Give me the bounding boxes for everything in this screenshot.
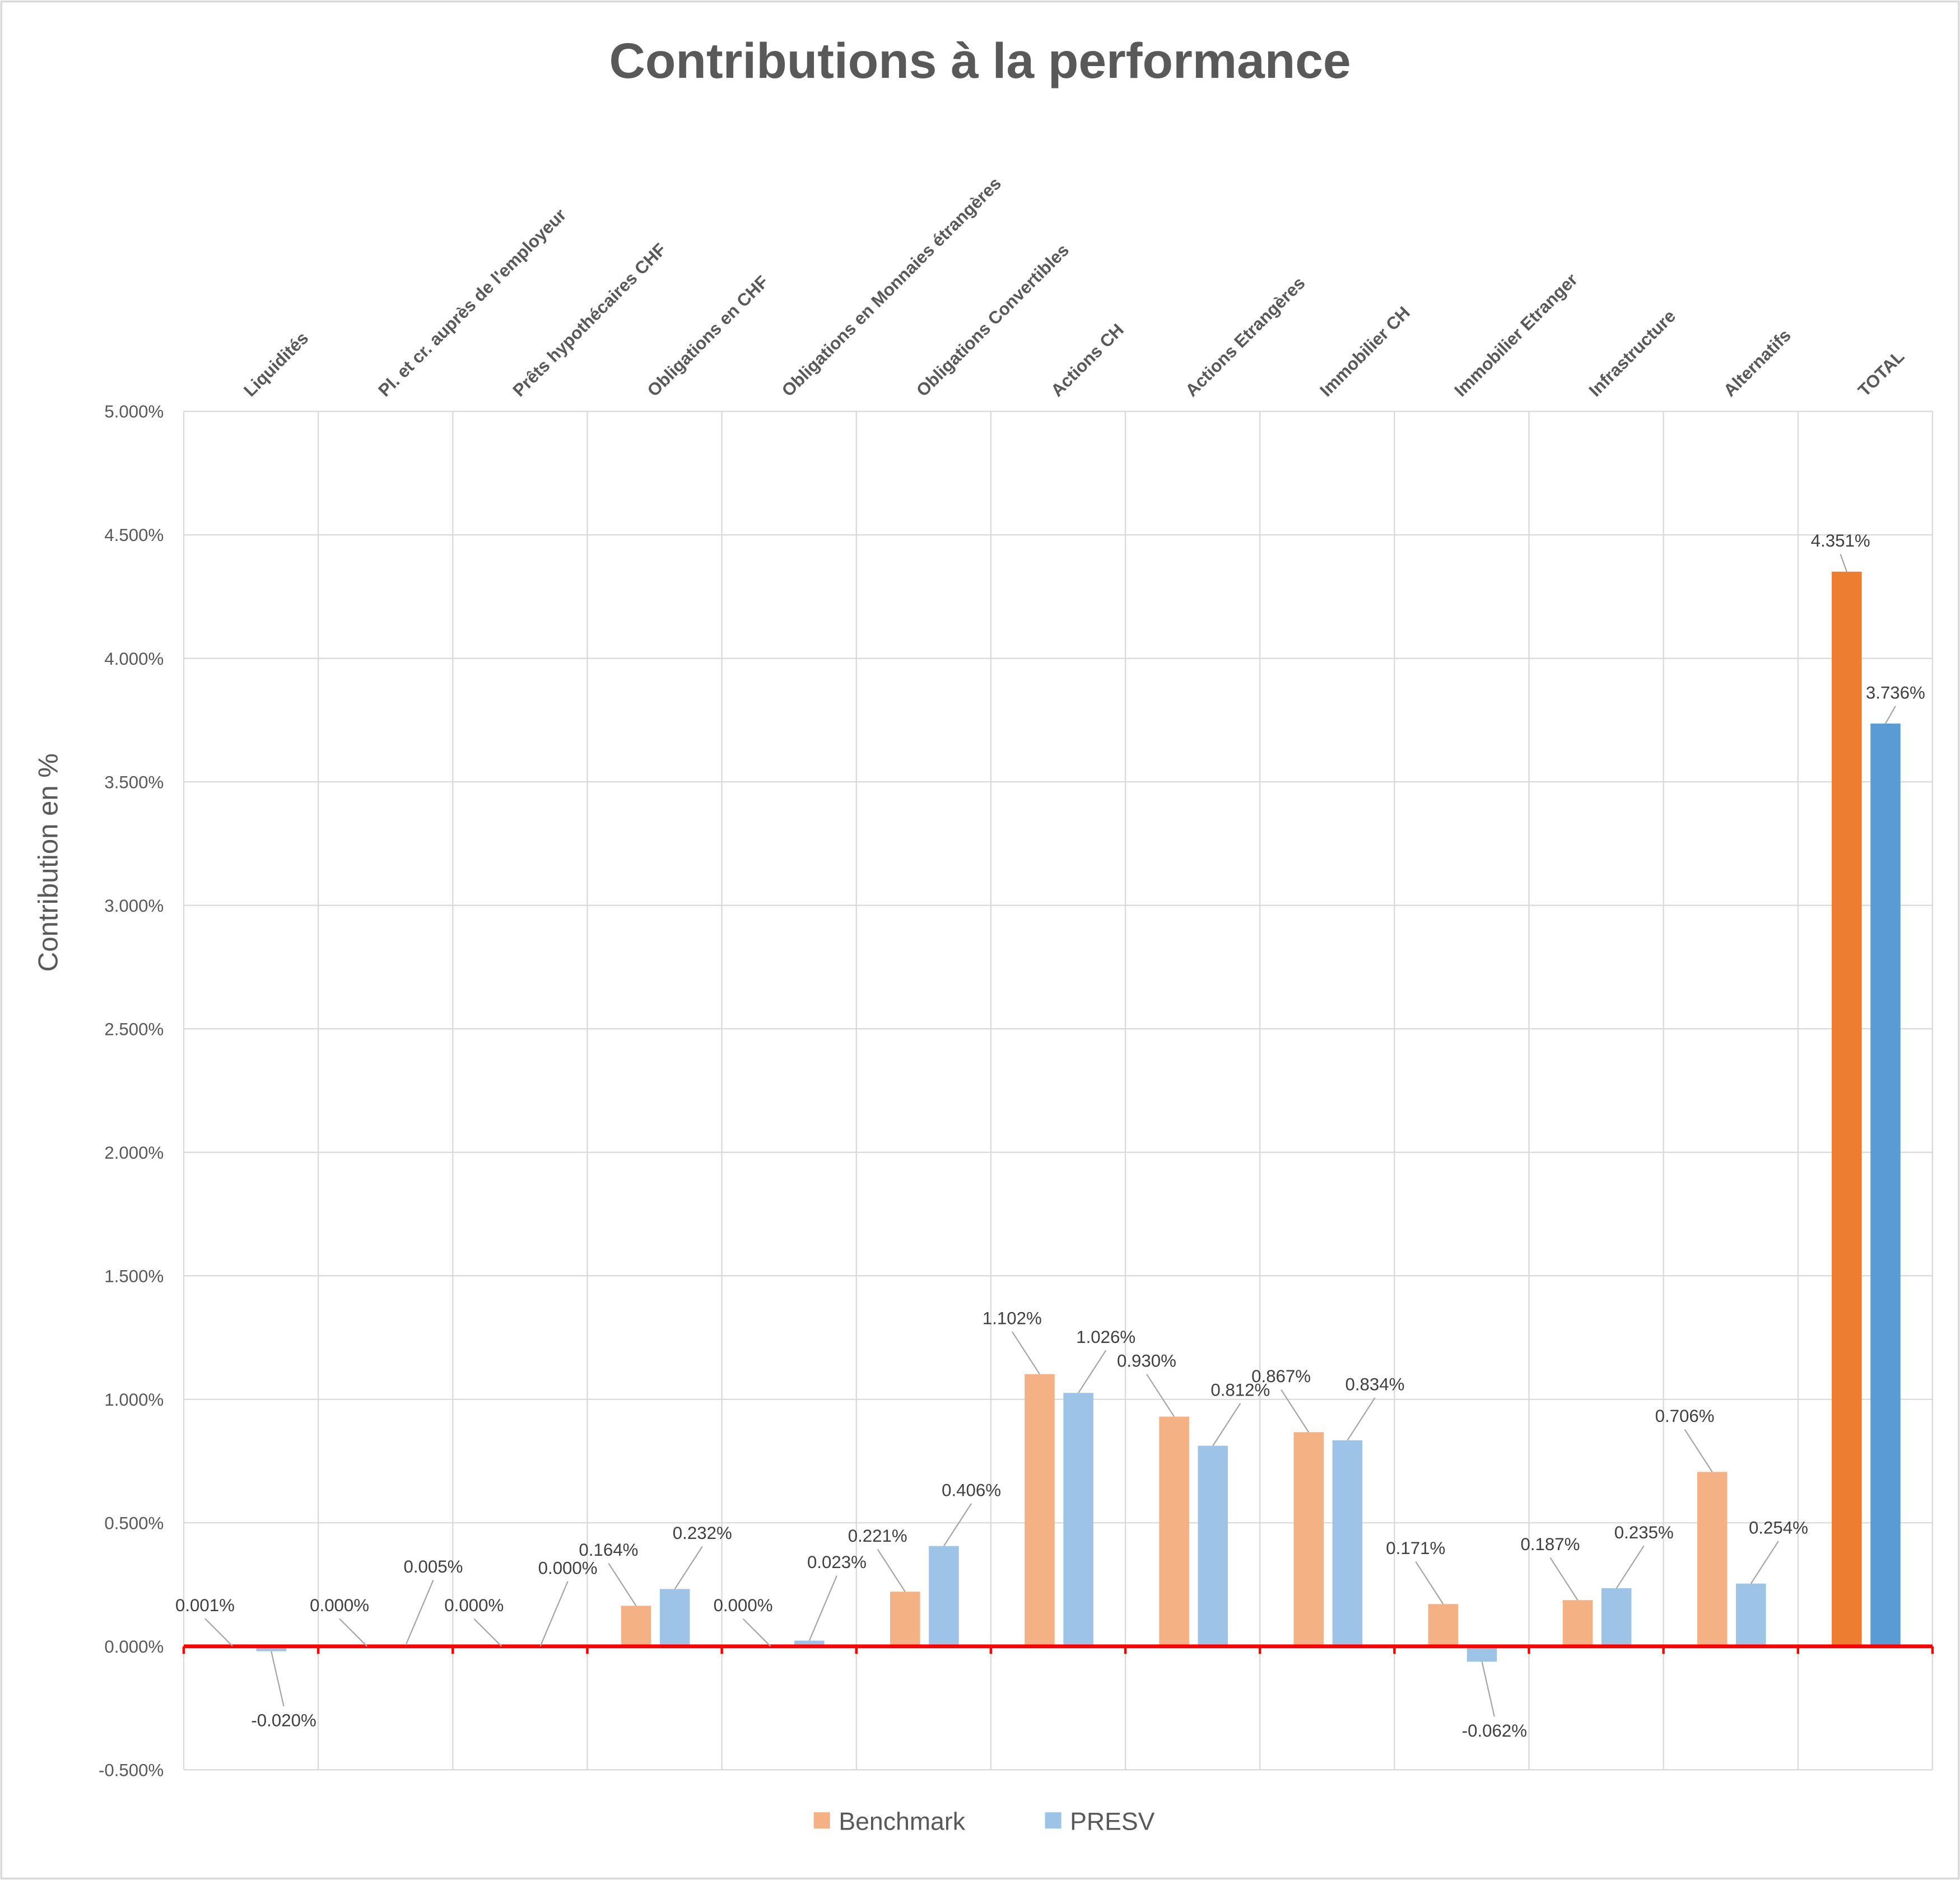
leader-line [877,1548,906,1592]
data-label: 0.164% [579,1540,638,1560]
leader-line [742,1618,771,1647]
bar-presv [1332,1440,1363,1646]
data-label: 3.736% [1866,683,1925,702]
data-label: 0.000% [538,1558,598,1578]
leader-line [1212,1403,1241,1447]
bar-presv [1063,1393,1093,1646]
y-tick-label: 5.000% [104,402,164,422]
bar-benchmark [1562,1600,1593,1646]
leader-line [1750,1541,1779,1584]
data-label: 0.867% [1251,1366,1311,1386]
data-label: 0.221% [848,1526,907,1546]
leader-line [943,1503,972,1547]
data-label: 0.000% [444,1596,504,1615]
y-tick-label: 0.000% [104,1637,164,1657]
bar-presv [1601,1588,1632,1646]
y-tick-label: 4.000% [104,649,164,669]
leader-line [271,1651,285,1706]
y-tick-label: 0.500% [104,1513,164,1533]
leader-line [1011,1331,1040,1375]
data-label: -0.020% [251,1710,316,1730]
data-label: 0.005% [404,1557,463,1576]
legend-label: Benchmark [839,1808,965,1835]
leader-line [1415,1561,1444,1604]
bar-benchmark [1293,1432,1324,1646]
legend: Benchmark PRESV [813,1808,1155,1835]
y-tick-label: 1.000% [104,1390,164,1410]
y-tick-label: 3.000% [104,896,164,916]
data-label: 0.930% [1117,1351,1176,1370]
y-tick-label: -0.500% [99,1760,164,1780]
y-tick-label: 3.500% [104,772,164,792]
bar-benchmark [1025,1374,1055,1646]
data-label: 0.254% [1749,1518,1808,1537]
data-label: 0.406% [942,1480,1001,1500]
y-tick-label: 4.500% [104,525,164,545]
leader-line [1146,1374,1175,1417]
legend-swatch-presv [1045,1812,1062,1829]
bar-presv [1198,1445,1228,1646]
bar-presv [1736,1583,1766,1646]
bar-benchmark [1697,1472,1728,1646]
data-label: 0.023% [807,1552,867,1572]
data-label: 4.351% [1811,531,1870,551]
data-label: 1.102% [983,1308,1042,1328]
leader-line [204,1618,233,1647]
leader-line [1884,706,1896,724]
bar-presv [794,1640,825,1646]
leader-line [608,1562,637,1606]
data-label: 1.026% [1076,1327,1135,1347]
bar-presv [929,1546,959,1646]
legend-swatch-benchmark [813,1812,830,1829]
data-label: 0.187% [1520,1534,1580,1554]
data-label: 0.000% [714,1596,773,1615]
y-axis-title: Contribution en % [34,753,64,972]
y-tick-label: 1.500% [104,1266,164,1286]
leader-line [1481,1661,1495,1717]
bar-benchmark [1832,571,1862,1646]
data-label: 0.001% [175,1596,235,1615]
data-label: -0.062% [1462,1721,1527,1741]
leader-line [473,1618,502,1647]
bar-presv [256,1646,287,1652]
legend-label: PRESV [1070,1808,1155,1835]
data-label: 0.000% [310,1596,369,1615]
data-label: 0.232% [673,1523,732,1543]
leader-line [1840,554,1847,572]
leader-line [1281,1389,1310,1433]
leader-line [1549,1557,1579,1601]
leader-line [1616,1545,1645,1589]
leader-line [1078,1350,1107,1393]
chart-title: Contributions à la performance [609,32,1351,88]
leader-line [808,1575,837,1641]
bar-presv [1466,1646,1497,1662]
bar-presv [659,1589,690,1646]
bar-benchmark [621,1606,651,1646]
data-label: 0.706% [1655,1406,1715,1426]
leader-line [405,1580,434,1645]
leader-line [1347,1397,1376,1441]
bar-benchmark [890,1592,920,1646]
bar-benchmark [1428,1604,1459,1646]
data-label: 0.171% [1386,1538,1445,1558]
leader-line [539,1581,569,1647]
y-tick-label: 2.000% [104,1143,164,1163]
leader-line [674,1546,703,1589]
leader-line [339,1618,367,1647]
data-label: 0.834% [1346,1375,1405,1394]
bar-benchmark [1159,1416,1189,1646]
data-label: 0.812% [1211,1380,1270,1399]
bar-presv [1870,724,1901,1646]
leader-line [1684,1429,1713,1472]
data-label: 0.235% [1614,1523,1674,1542]
y-tick-label: 2.500% [104,1019,164,1039]
